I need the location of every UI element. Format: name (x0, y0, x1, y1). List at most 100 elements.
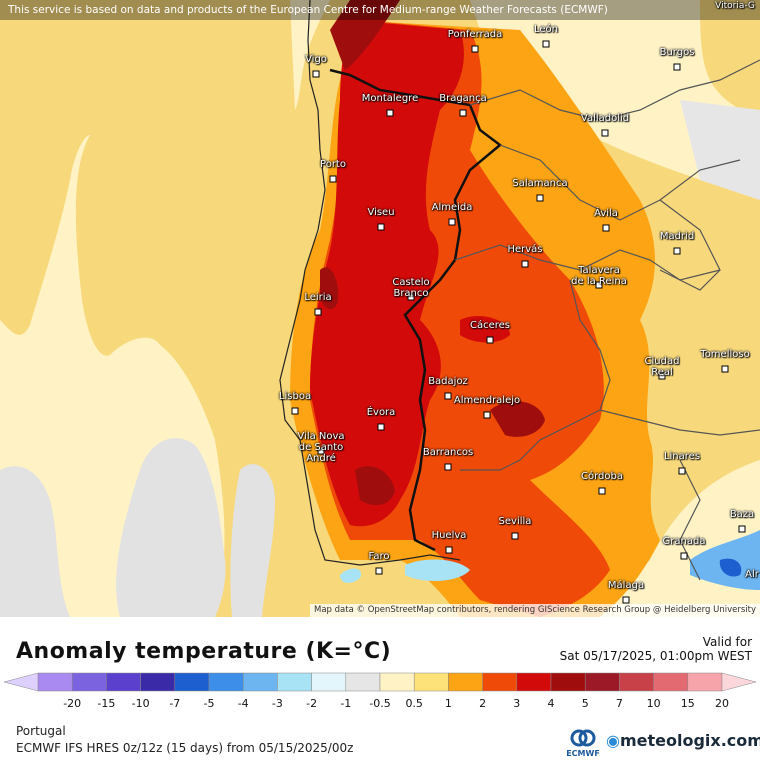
city-label-almendralejo: Almendralejo (453, 395, 521, 406)
city-marker (483, 411, 491, 419)
city-marker (459, 109, 467, 117)
city-label--vora: Évora (366, 407, 396, 418)
city-label-montalegre: Montalegre (361, 93, 419, 104)
city-label-edge-right: Alr (745, 569, 759, 580)
city-marker (738, 525, 746, 533)
city-label-c-ceres: Cáceres (469, 320, 511, 331)
city-marker (407, 293, 415, 301)
scale-tick: 4 (547, 697, 555, 710)
map-attribution[interactable]: Map data © OpenStreetMap contributors, r… (310, 604, 760, 617)
scale-swatch (140, 672, 176, 692)
city-marker (536, 194, 544, 202)
city-marker (673, 247, 681, 255)
city-label-viseu: Viseu (367, 207, 395, 218)
scale-tick: -4 (237, 697, 249, 710)
scale-swatch (584, 672, 620, 692)
legend-panel: Anomaly temperature (K=°C) Valid for Sat… (0, 617, 760, 760)
city-marker (314, 308, 322, 316)
scale-tick: 15 (680, 697, 695, 710)
city-label-faro: Faro (368, 551, 390, 562)
city-marker (678, 467, 686, 475)
temperature-anomaly-map (0, 0, 760, 617)
city-marker (444, 463, 452, 471)
legend-title: Anomaly temperature (K=°C) (16, 639, 392, 664)
city-label-burgos: Burgos (659, 47, 695, 58)
scale-tick: 3 (513, 697, 521, 710)
meteologix-logo[interactable]: ◉meteologix.com (606, 731, 760, 750)
scale-swatch (619, 672, 654, 692)
city-label-vigo: Vigo (305, 54, 327, 65)
city-marker (445, 546, 453, 554)
city-label-leiria: Leiria (304, 292, 332, 303)
city-label-salamanca: Salamanca (512, 178, 568, 189)
map[interactable]: This service is based on data and produc… (0, 0, 760, 617)
scale-swatch (413, 672, 449, 692)
city-label-granada: Granada (662, 536, 706, 547)
scale-swatch (482, 672, 518, 692)
scale-tick: -5 (203, 697, 215, 710)
scale-swatch (242, 672, 278, 692)
ecmwf-logo[interactable]: ECMWF (563, 729, 603, 759)
city-marker (444, 392, 452, 400)
city-label-ciudad-real: Ciudad Real (644, 356, 680, 378)
city-marker (598, 487, 606, 495)
city-label-le-n: León (533, 24, 559, 35)
scale-swatch (345, 672, 381, 692)
city-label-valladolid: Valladolid (580, 113, 630, 124)
scale-swatch (106, 672, 141, 692)
scale-swatch (311, 672, 347, 692)
scale-swatch (516, 672, 552, 692)
scale-tick: -20 (63, 697, 82, 710)
scale-tick: -15 (97, 697, 116, 710)
city-label-huelva: Huelva (431, 530, 467, 541)
city-label-madrid: Madrid (659, 231, 695, 242)
city-marker (721, 365, 729, 373)
city-label-ponferrada: Ponferrada (447, 29, 503, 40)
scale-tick: -0.5 (369, 697, 391, 710)
scale-tick: -3 (271, 697, 283, 710)
scale-swatch (448, 672, 483, 692)
scale-tick: 5 (581, 697, 589, 710)
scale-swatch (550, 672, 586, 692)
city-marker (602, 224, 610, 232)
scale-tick: -1 (340, 697, 352, 710)
scale-tick: 0.5 (405, 697, 423, 710)
city-marker (317, 447, 325, 455)
city-label-c-rdoba: Córdoba (581, 471, 623, 482)
city-marker (511, 532, 519, 540)
valid-date: Sat 05/17/2025, 01:00pm WEST (559, 649, 752, 663)
city-label-baza: Baza (729, 509, 755, 520)
city-marker (542, 40, 550, 48)
city-marker (329, 175, 337, 183)
city-label-sevilla: Sevilla (498, 516, 532, 527)
city-label-talavera-de-la-reina: Talavera de la Reina (571, 265, 627, 287)
data-source-notice: This service is based on data and produc… (0, 0, 760, 20)
city-marker (595, 281, 603, 289)
city-label-edge-top: Vitoria-G (715, 1, 755, 11)
scale-tick: 2 (479, 697, 487, 710)
scale-tick: 20 (715, 697, 729, 710)
city-marker (601, 129, 609, 137)
city-label-linares: Linares (663, 451, 701, 462)
scale-tick: -7 (169, 697, 181, 710)
city-marker (486, 336, 494, 344)
city-label-vila-nova-de-santo-andr-: Vila Nova de Santo André (297, 431, 345, 464)
scale-end-left (3, 672, 39, 692)
valid-label: Valid for (702, 635, 752, 649)
city-label-lisboa: Lisboa (278, 391, 312, 402)
city-marker (680, 552, 688, 560)
scale-tick: -10 (131, 697, 150, 710)
scale-swatch (37, 672, 73, 692)
scale-swatch (379, 672, 415, 692)
city-marker (658, 372, 666, 380)
city-label-almeida: Almeida (431, 202, 473, 213)
scale-swatch (71, 672, 107, 692)
city-marker (471, 45, 479, 53)
scale-swatch (653, 672, 689, 692)
meteologix-logo-text: meteologix.com (619, 731, 760, 750)
city-marker (622, 596, 630, 604)
meteologix-globe-icon: ◉ (606, 731, 620, 750)
region-label: Portugal (16, 724, 66, 738)
city-label-badajoz: Badajoz (428, 376, 468, 387)
scale-tick: 7 (615, 697, 623, 710)
